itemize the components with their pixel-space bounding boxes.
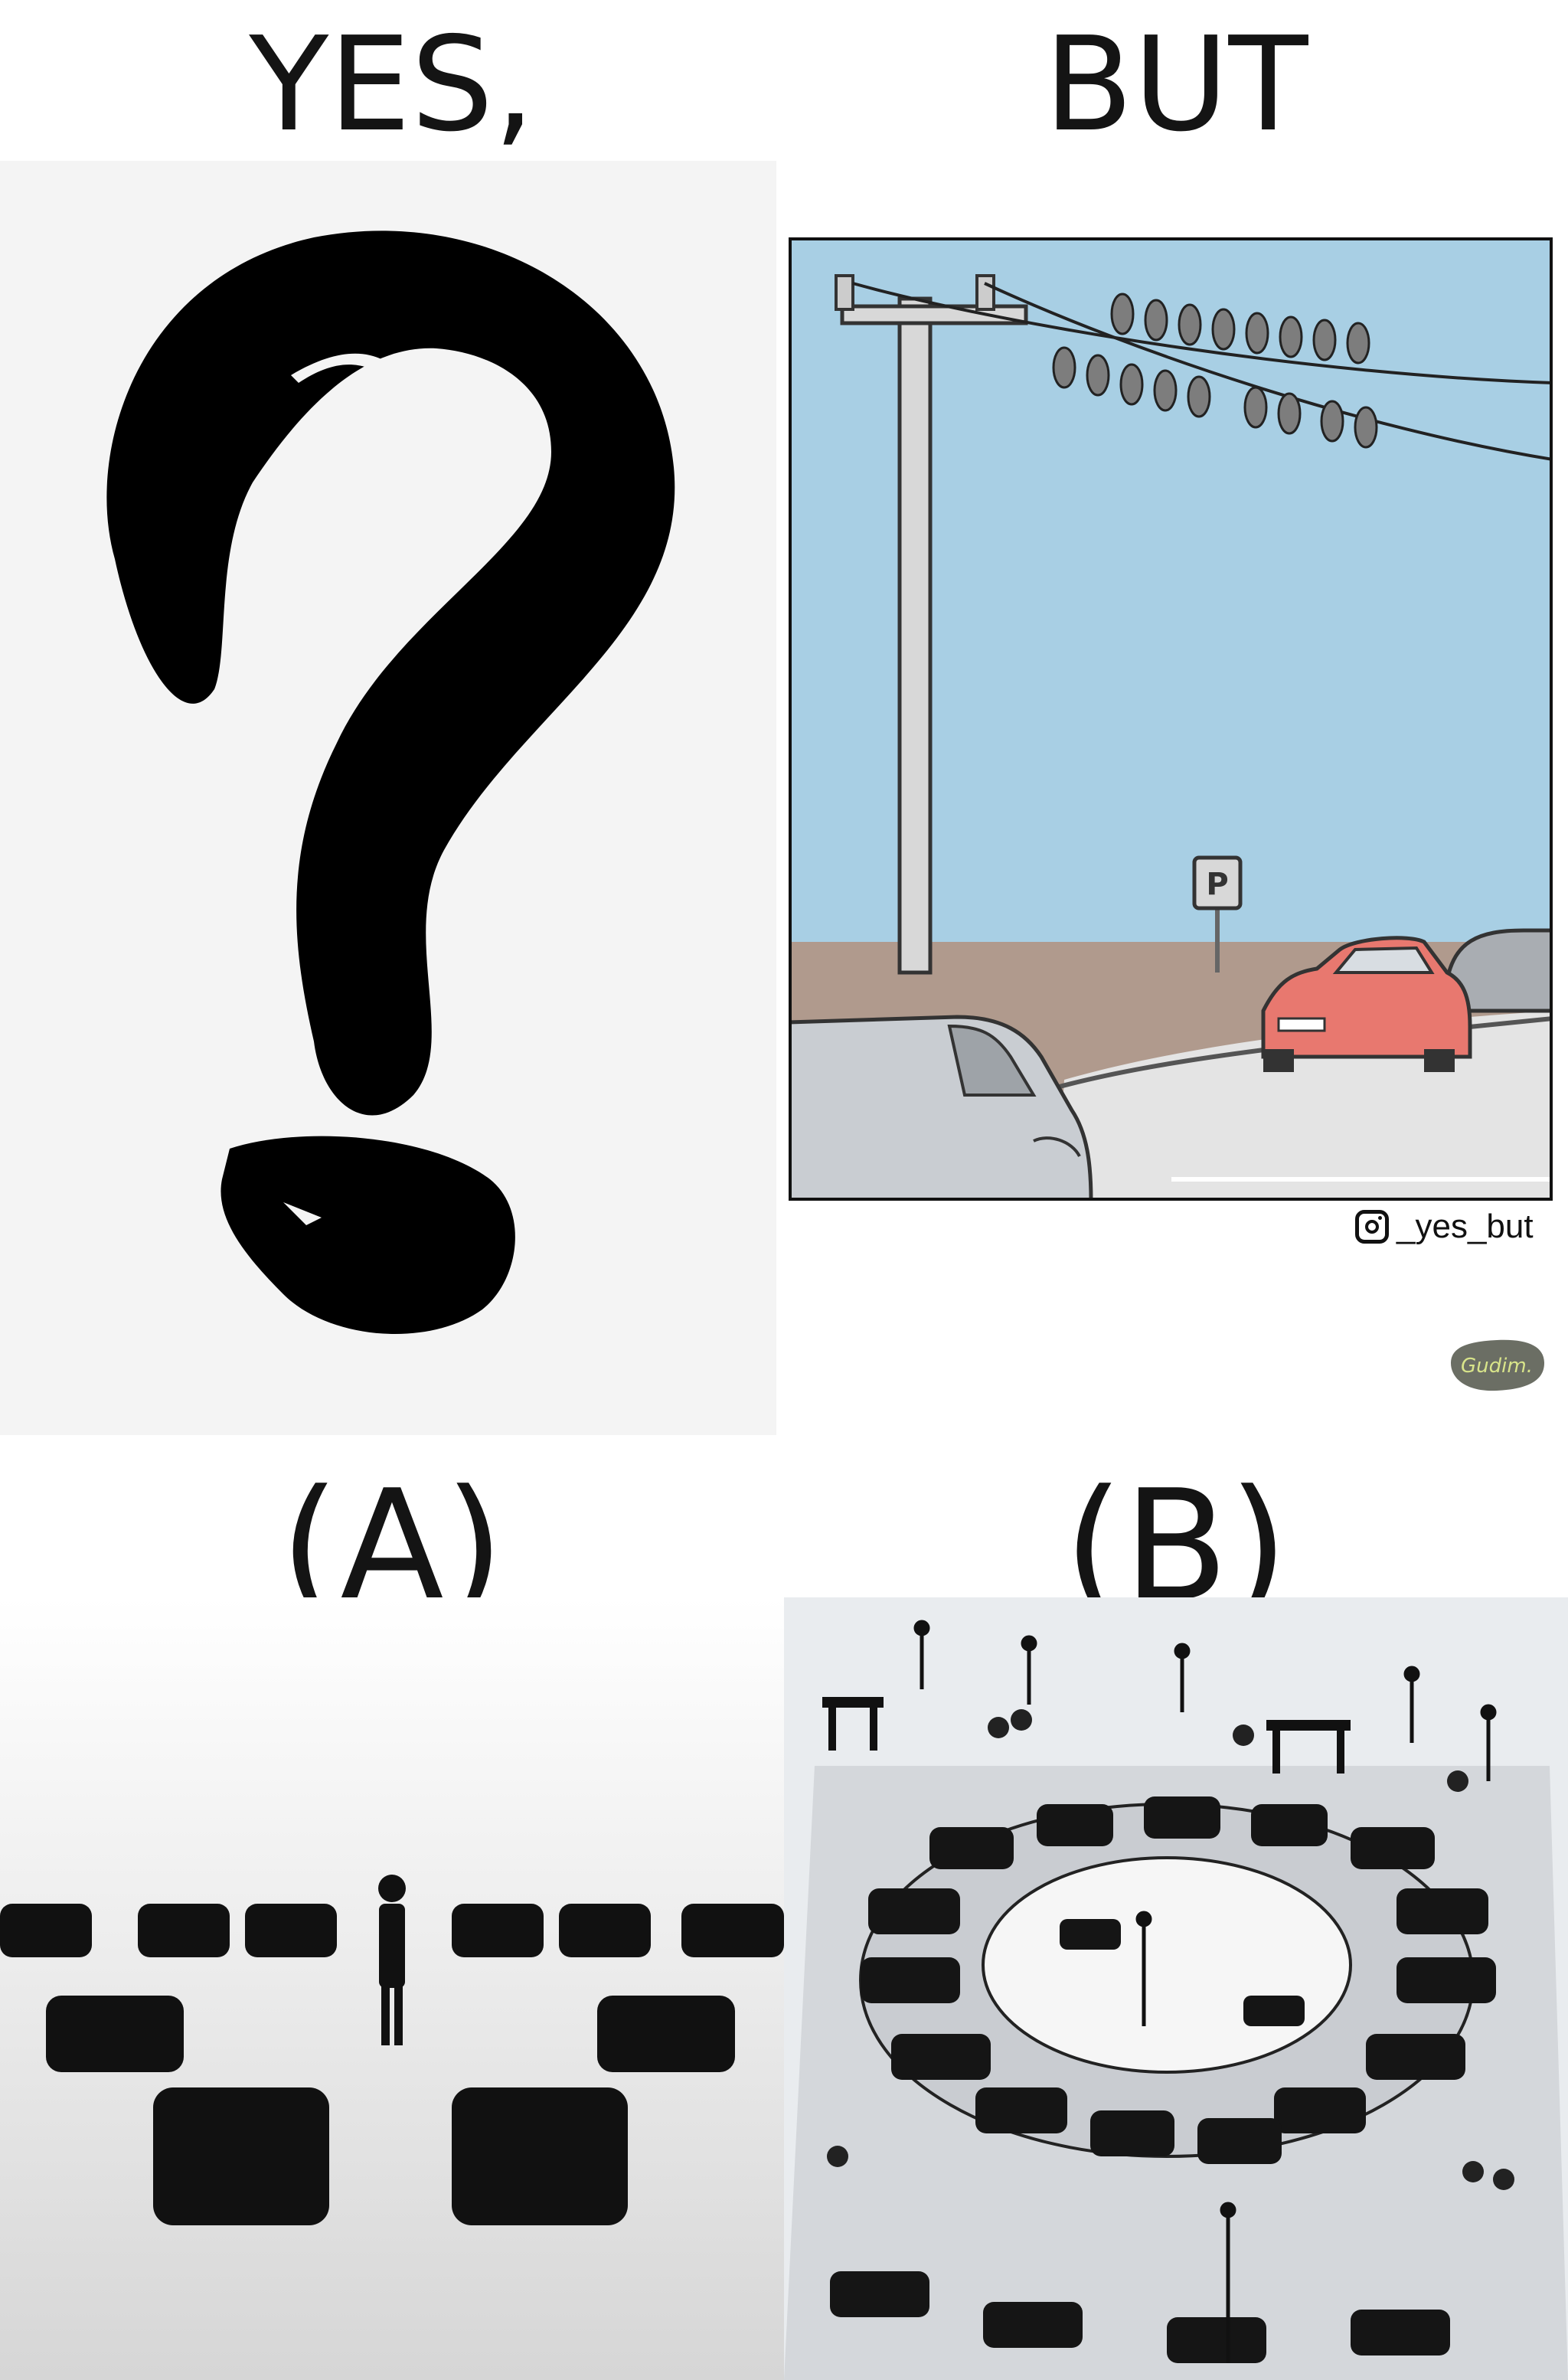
center-island	[982, 1856, 1352, 2074]
pigeons	[1052, 293, 1378, 449]
question-mark-panel	[0, 161, 776, 1435]
distant-grey-car	[1445, 928, 1553, 1013]
signature-text: Gudim.	[1461, 1355, 1533, 1378]
standing-person	[378, 1875, 406, 2045]
parked-cars	[830, 1796, 1496, 2363]
question-mark-icon	[106, 230, 675, 1335]
yes-heading: YES,	[249, 9, 535, 161]
instagram-credit: _yes_but	[1355, 1205, 1534, 1248]
grey-car	[789, 1015, 1093, 1201]
red-car	[1261, 936, 1472, 1072]
parked-cars	[0, 1904, 784, 2225]
instagram-icon	[1355, 1210, 1389, 1244]
but-heading: BUT	[1044, 9, 1308, 161]
entrance-gates	[822, 1697, 1351, 1774]
instagram-handle: _yes_but	[1396, 1208, 1534, 1245]
parking-sign-label: P	[1206, 867, 1228, 902]
trees	[827, 1709, 1514, 2190]
signature-badge: Gudim.	[1451, 1339, 1544, 1391]
lamp-posts	[913, 1620, 1497, 2363]
parking-sign: P	[1192, 855, 1243, 973]
option-b-image	[784, 1597, 1568, 2380]
option-a-image	[0, 1597, 784, 2380]
comic-panel: P	[789, 237, 1553, 1201]
